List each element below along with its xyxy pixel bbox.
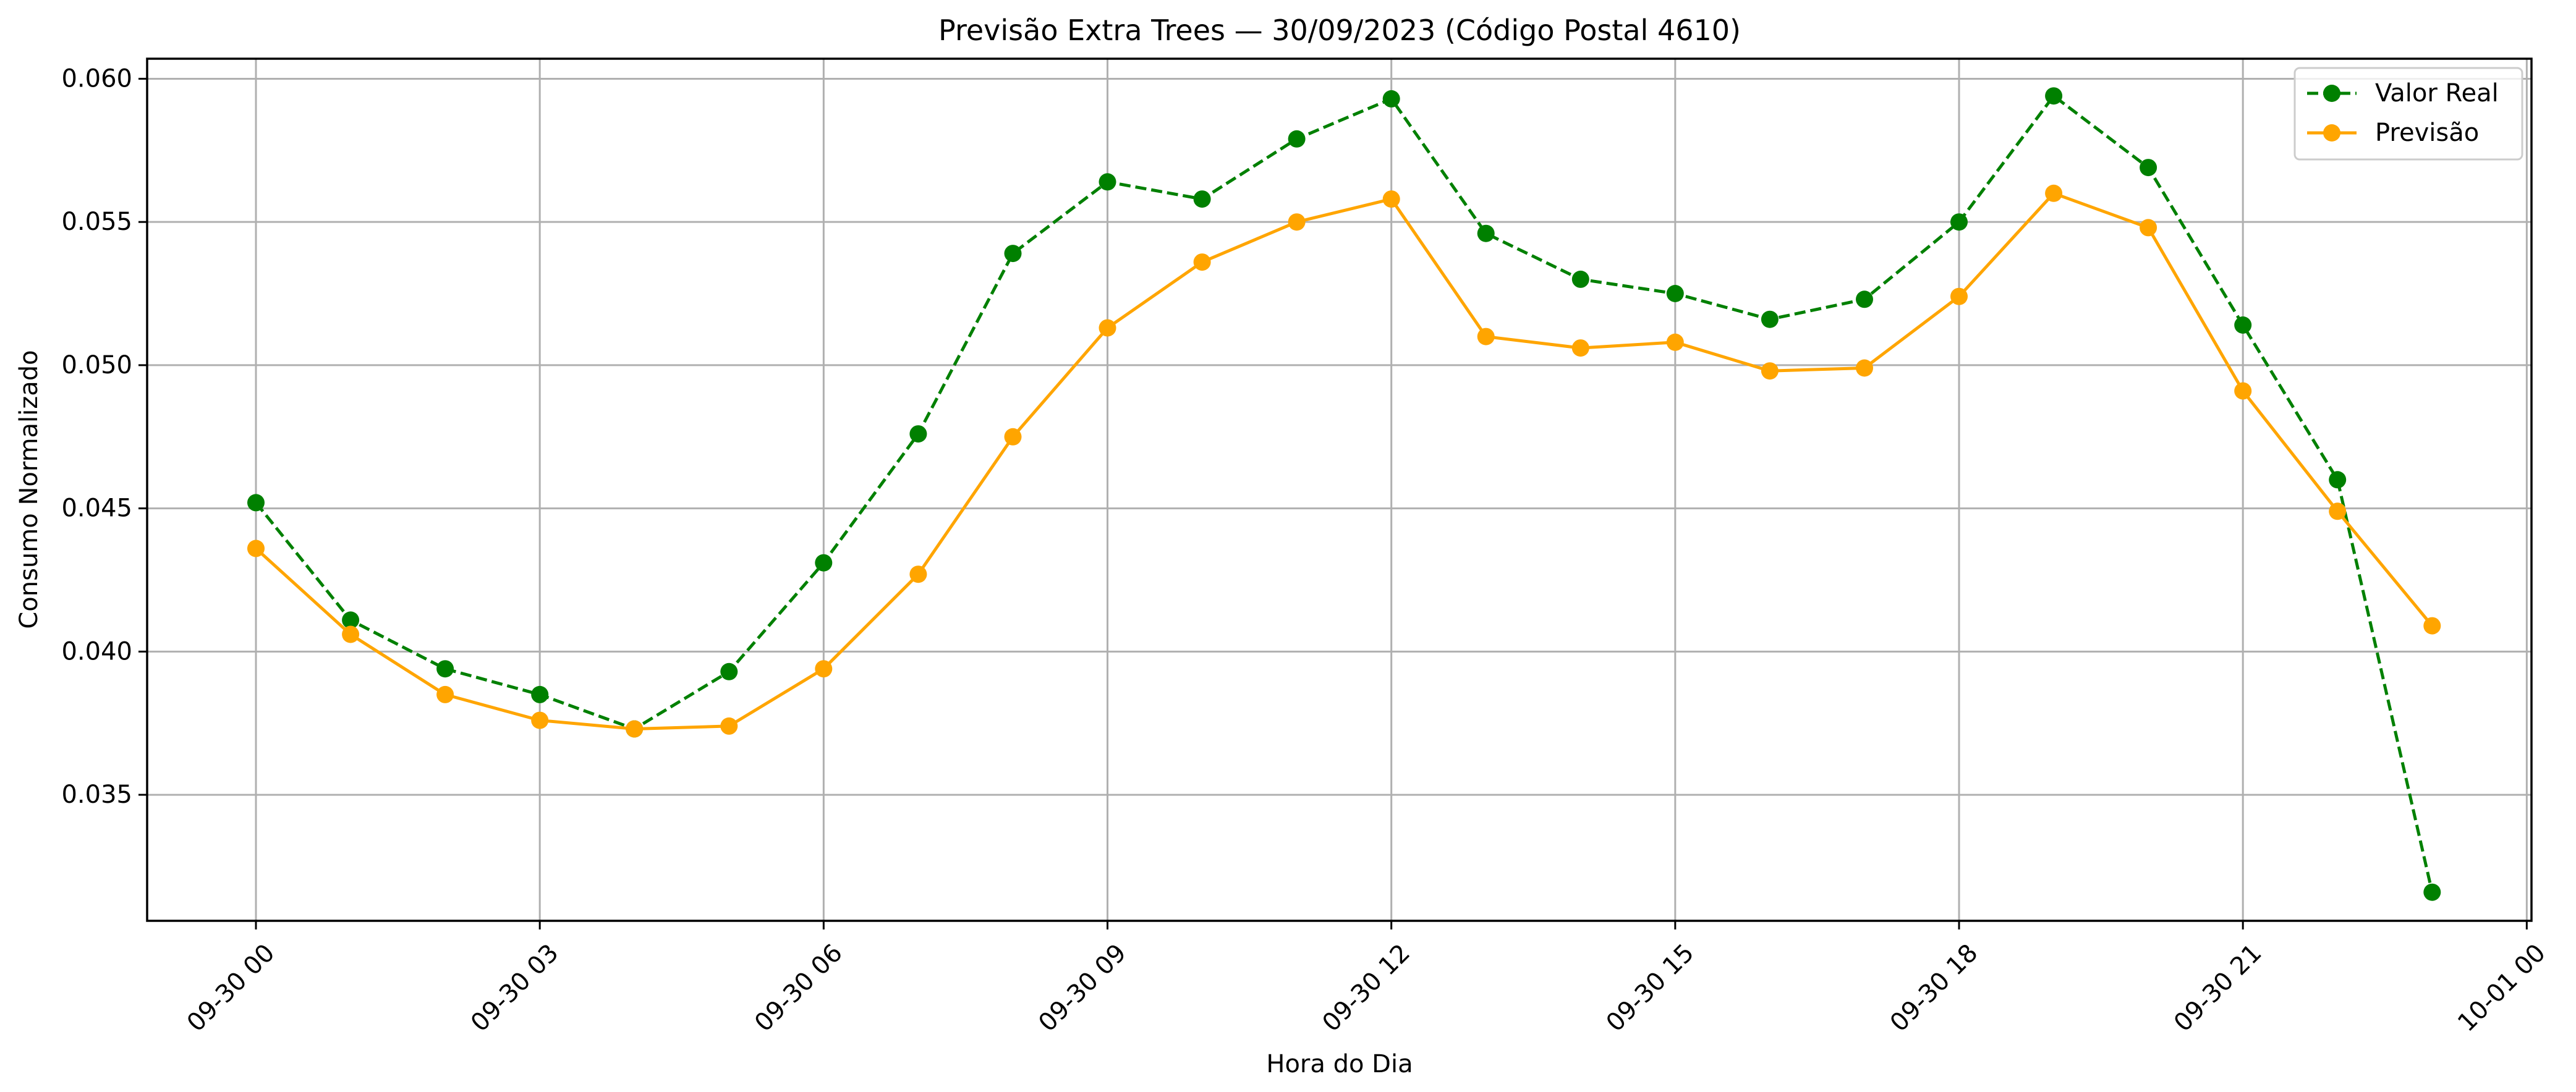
y-tick-label: 0.060 xyxy=(61,64,132,93)
data-point xyxy=(1666,333,1684,351)
grid xyxy=(147,59,2531,921)
data-point xyxy=(720,717,738,735)
data-point xyxy=(1477,328,1495,345)
y-tick-label: 0.050 xyxy=(61,351,132,379)
x-tick-label: 09-30 06 xyxy=(749,939,848,1038)
y-tick-label: 0.040 xyxy=(61,637,132,666)
x-tick-label: 09-30 12 xyxy=(1317,939,1416,1038)
data-point xyxy=(1950,287,1968,305)
data-point xyxy=(1099,173,1116,191)
legend-box xyxy=(2293,67,2523,161)
data-point xyxy=(1004,428,1022,446)
data-point xyxy=(1571,270,1589,288)
data-point xyxy=(531,685,549,703)
data-point xyxy=(909,425,927,443)
x-tick-label: 09-30 00 xyxy=(182,939,281,1038)
y-tick-label: 0.045 xyxy=(61,494,132,523)
legend-label: Previsão xyxy=(2375,119,2479,147)
data-point xyxy=(2234,316,2252,334)
data-point xyxy=(2329,502,2347,520)
data-point xyxy=(1288,213,1306,231)
x-tick-label: 09-30 21 xyxy=(2169,939,2268,1038)
data-point xyxy=(342,611,360,629)
x-tick-label: 09-30 15 xyxy=(1601,939,1700,1038)
legend: Valor Real Previsão xyxy=(2293,67,2523,161)
x-axis: 09-30 00 09-30 03 09-30 06 09-30 09 09-30 12… xyxy=(182,921,2551,1038)
series-layer xyxy=(247,87,2441,901)
data-point xyxy=(1856,359,1873,377)
data-point xyxy=(1761,362,1779,380)
y-axis: 0.035 0.040 0.045 0.050 0.055 0.060 xyxy=(61,64,147,809)
data-point xyxy=(342,625,360,643)
x-tick-label: 09-30 03 xyxy=(465,939,564,1038)
data-point xyxy=(1477,224,1495,242)
data-point xyxy=(2140,219,2157,237)
series-2 xyxy=(247,184,2441,738)
series-line xyxy=(255,192,2434,730)
x-tick-label: 10-01 00 xyxy=(2452,939,2551,1038)
chart-title: Previsão Extra Trees — 30/09/2023 (Códig… xyxy=(938,14,1741,47)
legend-swatch-marker xyxy=(2323,85,2340,102)
data-point xyxy=(1950,213,1968,231)
data-point xyxy=(1761,310,1779,328)
data-point xyxy=(909,565,927,583)
y-tick-label: 0.055 xyxy=(61,208,132,236)
data-point xyxy=(2423,617,2441,635)
data-point xyxy=(1382,190,1400,208)
data-point xyxy=(1856,290,1873,308)
legend-label: Valor Real xyxy=(2375,79,2499,108)
x-tick-label: 09-30 09 xyxy=(1033,939,1132,1038)
data-point xyxy=(720,662,738,680)
data-point xyxy=(436,685,454,703)
x-axis-label: Hora do Dia xyxy=(1266,1050,1413,1078)
data-point xyxy=(436,660,454,678)
series-line xyxy=(255,94,2434,893)
data-point xyxy=(1382,90,1400,108)
y-tick-label: 0.035 xyxy=(61,781,132,809)
data-point xyxy=(2234,382,2252,400)
data-point xyxy=(2045,184,2063,202)
data-point xyxy=(2423,883,2441,901)
y-axis-label: Consumo Normalizado xyxy=(15,350,43,629)
data-point xyxy=(1193,253,1211,271)
data-point xyxy=(2329,471,2347,489)
data-point xyxy=(1571,339,1589,357)
data-point xyxy=(531,711,549,729)
x-tick-label: 09-30 18 xyxy=(1885,939,1984,1038)
data-point xyxy=(2140,159,2157,177)
data-point xyxy=(815,660,833,678)
data-point xyxy=(626,720,644,738)
data-point xyxy=(2045,87,2063,105)
data-point xyxy=(1288,130,1306,148)
data-point xyxy=(1666,285,1684,302)
data-point xyxy=(1004,245,1022,263)
data-point xyxy=(247,540,265,557)
data-point xyxy=(815,554,833,572)
data-point xyxy=(1099,319,1116,337)
data-point xyxy=(247,494,265,512)
legend-swatch-marker xyxy=(2323,124,2340,142)
data-point xyxy=(1193,190,1211,208)
plot-frame xyxy=(146,57,2533,922)
